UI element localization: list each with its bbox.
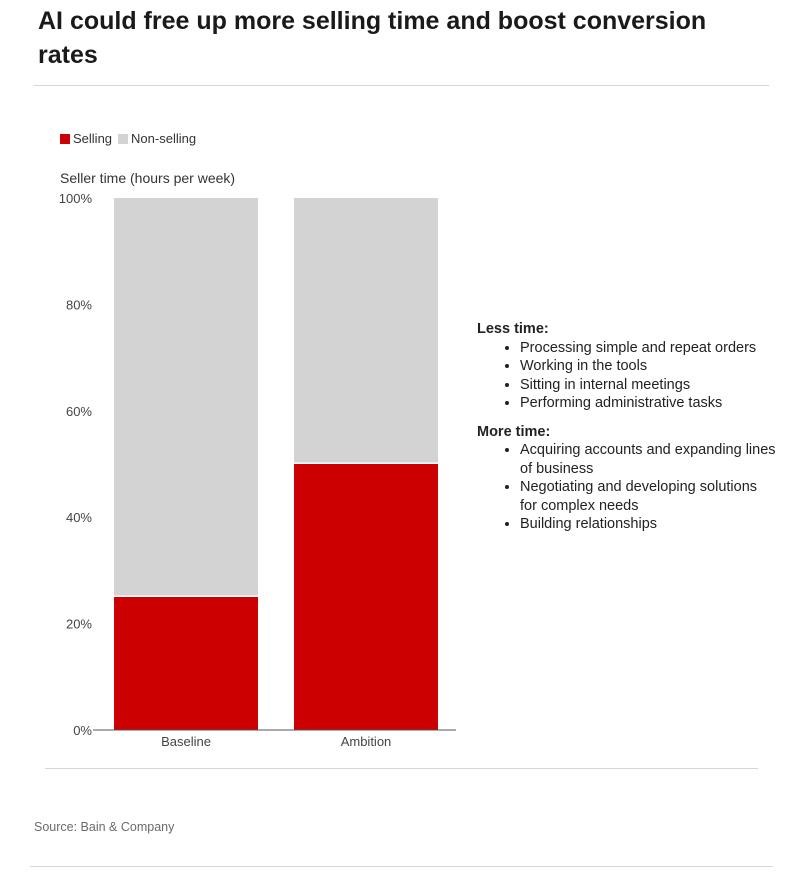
notes-group-less-time: Less time: Processing simple and repeat … xyxy=(477,320,777,413)
list-item: Negotiating and developing solutions for… xyxy=(520,478,777,515)
legend: Selling Non-selling xyxy=(60,131,202,146)
bar-selling-baseline xyxy=(114,597,258,730)
notes-group-more-time: More time: Acquiring accounts and expand… xyxy=(477,423,777,534)
bar-selling-ambition xyxy=(294,464,438,730)
chart-bottom-divider xyxy=(45,768,758,769)
title-divider xyxy=(34,85,769,86)
list-item: Sitting in internal meetings xyxy=(520,376,777,395)
notes-list-less-time: Processing simple and repeat orders Work… xyxy=(477,339,777,413)
notes-list-more-time: Acquiring accounts and expanding lines o… xyxy=(477,441,777,534)
legend-item-selling: Selling xyxy=(60,131,112,146)
chart-title: AI could free up more selling time and b… xyxy=(38,7,707,69)
notes-heading-more-time: More time: xyxy=(477,423,551,440)
y-tick-label: 100% xyxy=(59,191,93,206)
notes-heading-less-time: Less time: xyxy=(477,321,549,337)
list-item: Acquiring accounts and expanding lines o… xyxy=(520,441,777,478)
legend-label-non-selling: Non-selling xyxy=(131,131,197,146)
y-tick-label: 40% xyxy=(66,510,92,525)
y-tick-label: 0% xyxy=(73,723,92,738)
bar-non-selling-ambition xyxy=(294,198,438,463)
x-tick-label: Ambition xyxy=(341,734,392,749)
y-tick-label: 80% xyxy=(66,297,92,312)
source-note: Source: Bain & Company xyxy=(34,820,175,834)
list-item: Processing simple and repeat orders xyxy=(520,339,777,358)
footer-divider xyxy=(30,866,773,867)
y-axis-label: Seller time (hours per week) xyxy=(60,170,236,186)
legend-swatch-selling xyxy=(60,133,70,144)
bar-non-selling-baseline xyxy=(114,198,258,596)
list-item: Performing administrative tasks xyxy=(520,394,777,413)
list-item: Building relationships xyxy=(520,515,777,534)
x-tick-label: Baseline xyxy=(161,734,211,749)
list-item: Working in the tools xyxy=(520,357,777,376)
y-tick-label: 20% xyxy=(66,617,92,632)
notes-panel: Less time: Processing simple and repeat … xyxy=(477,320,777,544)
legend-swatch-non-selling xyxy=(118,133,129,144)
y-tick-label: 60% xyxy=(66,404,92,419)
legend-item-non-selling: Non-selling xyxy=(118,131,196,146)
legend-label-selling: Selling xyxy=(73,131,113,146)
